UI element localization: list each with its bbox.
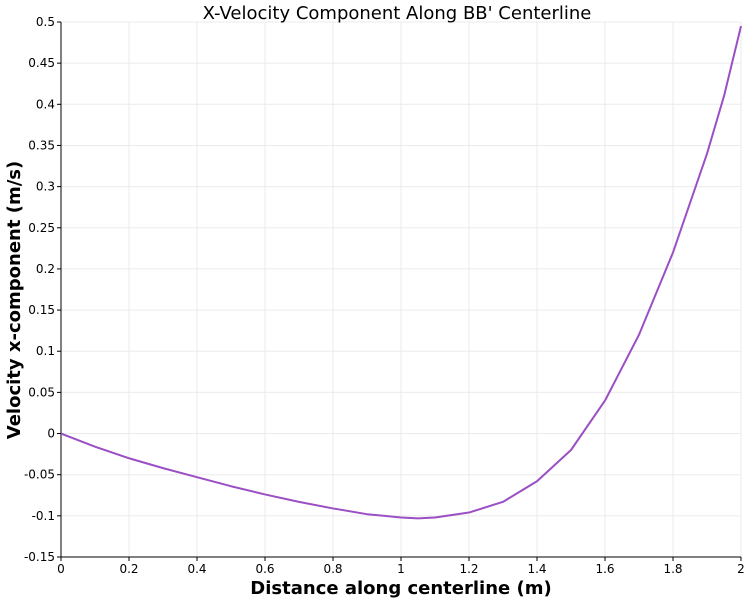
y-axis-label: Velocity x-component (m/s) bbox=[4, 161, 25, 439]
y-tick-label: -0.05 bbox=[24, 468, 55, 482]
x-tick-label: 1.6 bbox=[595, 562, 614, 576]
y-ticks: -0.15 -0.1 -0.05 0 0.05 0.1 0.15 0.2 0.25 0.3 0.35… bbox=[24, 15, 61, 564]
x-tick-label: 1.4 bbox=[527, 562, 546, 576]
x-tick-label: 0.6 bbox=[255, 562, 274, 576]
series bbox=[60, 25, 742, 520]
y-tick-label: -0.15 bbox=[24, 550, 55, 564]
grid bbox=[60, 21, 742, 558]
y-tick-label: 0 bbox=[47, 427, 55, 441]
x-tick-label: 0.8 bbox=[323, 562, 342, 576]
y-tick-label: 0.45 bbox=[28, 56, 55, 70]
x-tick-label: 1.2 bbox=[459, 562, 478, 576]
y-tick-label: -0.1 bbox=[32, 509, 55, 523]
y-tick-label: 0.5 bbox=[36, 15, 55, 29]
y-tick-label: 0.35 bbox=[28, 138, 55, 152]
x-tick-label: 1 bbox=[397, 562, 405, 576]
y-tick-label: 0.25 bbox=[28, 221, 55, 235]
y-tick-label: 0.2 bbox=[36, 262, 55, 276]
y-tick-label: 0.1 bbox=[36, 344, 55, 358]
y-tick-label: 0.4 bbox=[36, 97, 55, 111]
x-tick-label: 0.4 bbox=[187, 562, 206, 576]
y-tick-label: 0.05 bbox=[28, 385, 55, 399]
x-tick-label: 1.8 bbox=[663, 562, 682, 576]
y-tick-label: 0.3 bbox=[36, 180, 55, 194]
x-axis-label: Distance along centerline (m) bbox=[250, 578, 551, 599]
x-tick-label: 0 bbox=[57, 562, 65, 576]
chart-title: X-Velocity Component Along BB' Centerlin… bbox=[203, 3, 592, 24]
y-tick-label: 0.15 bbox=[28, 303, 55, 317]
series-line bbox=[60, 25, 742, 520]
x-tick-label: 2 bbox=[737, 562, 745, 576]
x-ticks: 0 0.2 0.4 0.6 0.8 1 1.2 1.4 1.6 1.8 2 bbox=[57, 557, 745, 576]
x-tick-label: 0.2 bbox=[119, 562, 138, 576]
